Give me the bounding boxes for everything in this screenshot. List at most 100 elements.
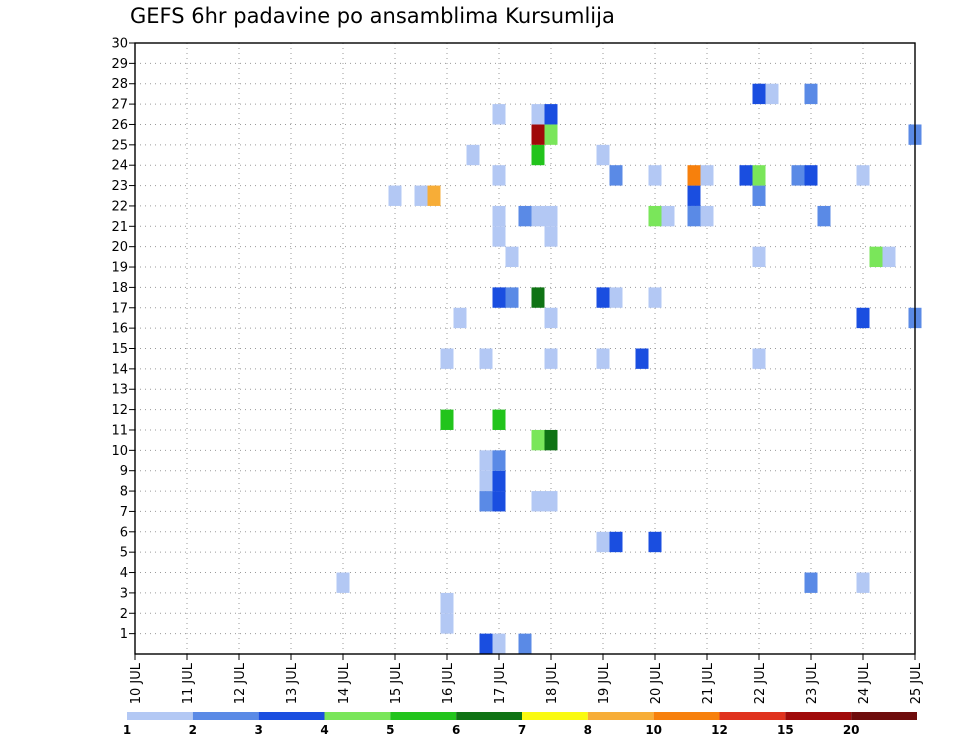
heatmap-cell: [687, 165, 701, 186]
y-tick-label: 15: [111, 342, 128, 357]
x-tick-label: 11 JUL: [181, 662, 196, 704]
y-tick-label: 6: [120, 525, 128, 540]
y-tick-label: 1: [120, 627, 128, 642]
heatmap-cell: [700, 165, 714, 186]
y-tick-label: 19: [111, 261, 128, 276]
x-tick-label: 12 JUL: [233, 662, 248, 704]
legend-label: 10: [645, 723, 662, 737]
heatmap-cell: [479, 348, 493, 369]
heatmap-cell: [596, 348, 610, 369]
heatmap-cell: [648, 287, 662, 308]
heatmap-cell: [492, 287, 506, 308]
heatmap-cell: [544, 205, 558, 227]
heatmap-cell: [765, 83, 779, 105]
heatmap-cell: [479, 470, 493, 492]
heatmap-cell: [531, 205, 545, 227]
y-tick-label: 5: [120, 546, 128, 561]
legend-label: 5: [386, 723, 394, 737]
y-tick-label: 27: [111, 98, 128, 113]
legend-label: 15: [777, 723, 794, 737]
heatmap-cell: [479, 491, 493, 512]
heatmap-cell: [596, 287, 610, 308]
heatmap-cell: [505, 246, 519, 268]
heatmap-cell: [492, 470, 506, 492]
y-tick-label: 8: [120, 485, 128, 500]
heatmap-cell: [440, 592, 454, 614]
y-tick-label: 29: [111, 57, 128, 72]
legend-label: 3: [254, 723, 262, 737]
x-tick-label: 15 JUL: [389, 662, 404, 704]
y-tick-label: 2: [120, 607, 128, 622]
heatmap-cell: [752, 348, 766, 369]
heatmap-cell: [869, 246, 883, 268]
y-tick-label: 10: [111, 444, 128, 459]
y-tick-label: 4: [120, 566, 128, 581]
x-tick-label: 13 JUL: [285, 662, 300, 704]
legend-swatch: [653, 712, 720, 720]
heatmap-cell: [414, 185, 428, 206]
heatmap-cell: [388, 185, 402, 206]
heatmap-cell: [609, 165, 623, 186]
heatmap-cell: [544, 307, 558, 329]
legend-label: 20: [843, 723, 860, 737]
heatmap-cell: [817, 205, 831, 227]
heatmap-cell: [492, 491, 506, 512]
x-tick-label: 23 JUL: [805, 662, 820, 704]
heatmap-cell: [453, 307, 467, 329]
legend-swatch: [390, 712, 457, 720]
heatmap-cell: [544, 429, 558, 451]
heatmap-cell: [505, 287, 519, 308]
y-tick-label: 30: [111, 37, 128, 52]
heatmap-cell: [531, 124, 545, 145]
heatmap-cell: [440, 613, 454, 634]
heatmap-cell: [492, 165, 506, 186]
heatmap-cell: [427, 185, 441, 206]
heatmap-cell: [544, 491, 558, 512]
x-tick-label: 20 JUL: [649, 662, 664, 704]
heatmap-cell: [752, 246, 766, 268]
heatmap-cell: [492, 226, 506, 247]
heatmap-cell: [479, 633, 493, 654]
heatmap-cell: [440, 409, 454, 430]
legend-swatch: [324, 712, 391, 720]
heatmap-cell: [336, 572, 350, 593]
heatmap-cell: [687, 205, 701, 227]
y-tick-label: 23: [111, 179, 128, 194]
y-tick-label: 24: [111, 159, 128, 174]
y-tick-label: 21: [111, 220, 128, 235]
y-tick-label: 9: [120, 464, 128, 479]
heatmap-cell: [479, 450, 493, 471]
legend-swatch: [127, 712, 193, 720]
heatmap-cell: [609, 531, 623, 553]
heatmap-cell: [882, 246, 896, 268]
heatmap-cell: [635, 348, 649, 369]
y-tick-label: 18: [111, 281, 128, 296]
x-tick-label: 24 JUL: [857, 662, 872, 704]
legend-swatch: [192, 712, 259, 720]
heatmap-cell: [531, 429, 545, 451]
heatmap-cell: [648, 531, 662, 553]
legend-label: 7: [518, 723, 526, 737]
x-tick-label: 21 JUL: [701, 662, 716, 704]
heatmap-cell: [648, 165, 662, 186]
legend-label: 8: [584, 723, 592, 737]
heatmap-cell: [596, 144, 610, 166]
legend-swatch: [522, 712, 588, 720]
legend-swatch: [258, 712, 325, 720]
x-tick-label: 22 JUL: [753, 662, 768, 704]
heatmap-cell: [544, 348, 558, 369]
chart-title: GEFS 6hr padavine po ansamblima Kursumli…: [130, 4, 615, 28]
heatmap-cell: [492, 205, 506, 227]
x-tick-label: 14 JUL: [337, 662, 352, 704]
legend-label: 4: [320, 723, 328, 737]
legend-swatch: [785, 712, 852, 720]
heatmap-cell: [791, 165, 805, 186]
heatmap-cell: [518, 633, 532, 654]
y-tick-label: 22: [111, 199, 128, 214]
heatmap-cell: [531, 144, 545, 166]
heatmap-cell: [492, 450, 506, 471]
y-tick-label: 3: [120, 586, 128, 601]
legend-label: 6: [452, 723, 460, 737]
legend-swatch: [719, 712, 786, 720]
